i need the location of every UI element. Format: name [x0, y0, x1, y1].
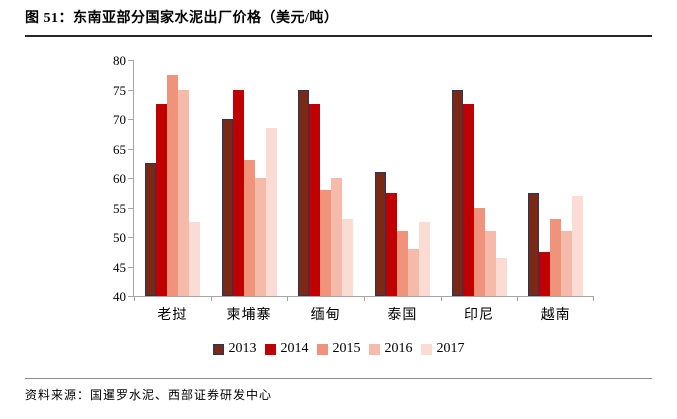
bar-2014-泰国: [385, 192, 397, 296]
legend-swatch-2017: [420, 343, 432, 355]
y-tick-mark: [128, 207, 133, 209]
bar-2016-缅甸: [331, 178, 343, 296]
bar-2013-泰国: [374, 172, 386, 296]
bar-2017-缅甸: [342, 219, 354, 296]
bar-2016-越南: [561, 231, 573, 296]
y-tick-label: 80: [113, 53, 126, 68]
bar-2015-柬埔寨: [243, 160, 255, 296]
bar-2014-老挝: [155, 104, 167, 296]
bar-group-柬埔寨: [211, 60, 288, 296]
legend-item-2017: 2017: [420, 341, 465, 357]
x-tick-mark: [134, 296, 135, 301]
y-tick-mark: [128, 178, 133, 179]
x-tick-mark: [593, 296, 594, 301]
footer-divider-line: [25, 378, 652, 379]
bar-2016-老挝: [177, 89, 189, 296]
legend-label: 2013: [228, 341, 257, 356]
y-tick-mark: [128, 89, 133, 91]
legend-swatch-2013: [212, 343, 224, 355]
legend-swatch-2015: [316, 343, 328, 355]
legend-item-2013: 2013: [212, 341, 257, 357]
bar-groups: [134, 60, 594, 296]
legend-label: 2017: [436, 341, 465, 356]
legend-label: 2016: [384, 341, 413, 356]
bar-2015-印尼: [473, 207, 485, 296]
bar-2015-老挝: [166, 74, 178, 296]
x-category-label: 缅甸: [310, 308, 341, 323]
bar-2017-泰国: [418, 222, 430, 296]
x-tick-mark: [287, 296, 289, 301]
x-tick-mark: [517, 296, 519, 301]
y-tick-label: 75: [113, 82, 126, 98]
legend-swatch-2016: [368, 343, 380, 355]
legend-item-2015: 2015: [316, 341, 361, 357]
y-tick-label: 65: [113, 141, 126, 157]
bar-2013-印尼: [451, 89, 463, 296]
y-tick-mark: [128, 148, 133, 150]
bar-2014-缅甸: [309, 104, 321, 296]
bar-group-越南: [517, 60, 594, 296]
bar-2016-印尼: [484, 231, 496, 296]
bar-2013-老挝: [144, 163, 156, 296]
y-tick-label: 70: [113, 112, 126, 127]
x-tick-mark: [364, 296, 365, 301]
x-category-label: 印尼: [464, 308, 495, 323]
y-tick-label: 45: [113, 259, 126, 275]
legend-label: 2015: [332, 341, 361, 356]
source-note: 资料来源：国暹罗水泥、西部证券研发中心: [25, 388, 273, 402]
x-tick-mark: [440, 296, 442, 301]
bar-2017-印尼: [495, 257, 507, 296]
bar-group-老挝: [134, 60, 211, 296]
bar-2014-柬埔寨: [232, 89, 244, 296]
bar-2017-老挝: [188, 222, 200, 296]
y-tick-label: 50: [113, 230, 126, 245]
title-divider-line: [25, 35, 652, 37]
bar-group-印尼: [441, 60, 518, 296]
y-tick-label: 40: [113, 289, 126, 304]
y-tick-mark: [128, 296, 133, 297]
y-tick-mark: [128, 266, 133, 268]
bar-2013-缅甸: [298, 89, 310, 296]
legend-label: 2014: [280, 341, 309, 356]
bar-2014-印尼: [462, 104, 474, 296]
x-category-label: 老挝: [157, 308, 188, 323]
bar-2015-缅甸: [320, 189, 332, 296]
x-tick-mark: [210, 296, 212, 301]
y-tick-label: 55: [113, 200, 126, 216]
chart-legend: 2013 2014 2015 2016 2017: [0, 341, 677, 357]
y-tick-mark: [128, 237, 133, 238]
x-category-label: 柬埔寨: [226, 308, 272, 323]
y-tick-mark: [128, 60, 133, 61]
bar-chart-plot-area: 40 45 50 55 60 65 70 75 80 老挝 柬埔寨 缅甸 泰国 印尼 越南: [113, 54, 594, 323]
bar-2017-越南: [572, 195, 584, 296]
y-tick-mark: [128, 119, 133, 120]
bar-2016-柬埔寨: [254, 178, 266, 296]
y-tick-label: 60: [113, 171, 126, 186]
bar-group-泰国: [364, 60, 441, 296]
bar-2016-泰国: [407, 248, 419, 296]
bar-group-缅甸: [287, 60, 364, 296]
x-category-label: 越南: [540, 308, 571, 323]
x-category-label: 泰国: [387, 308, 418, 323]
bar-2015-越南: [550, 219, 562, 296]
bar-2015-泰国: [396, 231, 408, 296]
bar-2013-越南: [528, 192, 540, 296]
x-axis-labels: 老挝 柬埔寨 缅甸 泰国 印尼 越南: [134, 304, 594, 324]
bar-2017-柬埔寨: [265, 127, 277, 296]
figure-title: 图 51：东南亚部分国家水泥出厂价格（美元/吨）: [25, 11, 339, 26]
legend-item-2016: 2016: [368, 341, 413, 357]
bar-2013-柬埔寨: [221, 119, 233, 296]
legend-swatch-2014: [264, 343, 276, 355]
bar-2014-越南: [539, 251, 551, 296]
legend-item-2014: 2014: [264, 341, 309, 357]
